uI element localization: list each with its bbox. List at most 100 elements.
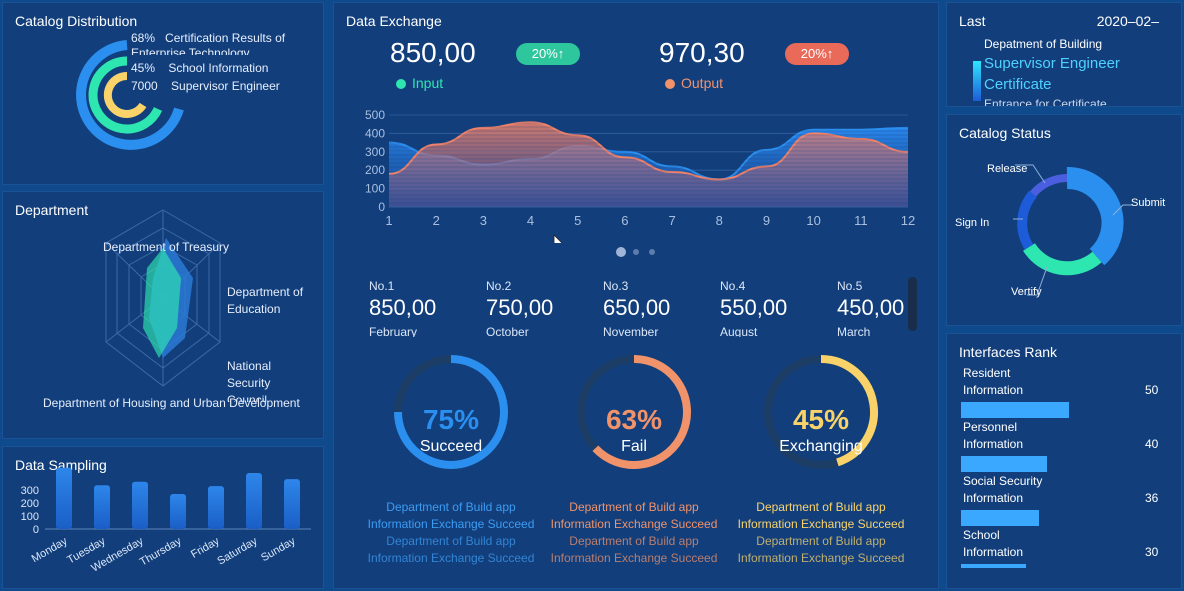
data-sampling-panel: Data Sampling 300 200 100 0 Monday Tuesday Wed…	[2, 446, 324, 589]
exchange-y-tick: 200	[365, 163, 385, 177]
radar-series-green	[143, 248, 181, 358]
donut-release	[1029, 174, 1068, 197]
exchange-y-tick: 0	[378, 200, 385, 214]
rank-bar[interactable]	[961, 510, 1039, 526]
data-exchange-title: Data Exchange	[346, 13, 442, 29]
log-line: Information Exchange Succeed	[737, 517, 905, 531]
last-entrance: Entrance for Certificate	[984, 97, 1107, 107]
rank-name-line1: Social Security	[963, 474, 1043, 488]
status-label-submit: Submit	[1131, 197, 1166, 209]
last-highlight-2: Certificate	[984, 76, 1052, 93]
log-line: Information Exchange Succeed	[367, 517, 535, 531]
exchange-x-tick: 11	[854, 213, 868, 228]
sampling-bar-thursday[interactable]	[170, 494, 186, 529]
rank-item-2[interactable]: No.2 750,00 October	[486, 279, 586, 337]
log-line: Department of Build app	[569, 500, 699, 514]
rank-name-line2: Information	[963, 545, 1024, 559]
rank-value: 450,00	[837, 295, 905, 320]
gauge-percent: 63%	[605, 404, 663, 435]
gauge-exchanging: 45% Exchanging	[771, 404, 871, 456]
rank-month: November	[603, 325, 659, 337]
gauge-arc-fail	[592, 355, 691, 469]
ring-middle	[88, 56, 163, 134]
sampling-bar-tuesday[interactable]	[94, 485, 110, 529]
rank-bar[interactable]	[961, 456, 1047, 472]
gauge-label: Exchanging	[779, 438, 863, 455]
log-line: Department of Build app	[386, 534, 516, 548]
output-legend: Output	[665, 75, 723, 91]
data-sampling-title: Data Sampling	[15, 457, 107, 473]
rank-no: No.3	[603, 279, 629, 293]
rank-month: August	[720, 325, 758, 337]
exchange-y-tick: 300	[365, 145, 385, 159]
department-radar-chart	[105, 209, 221, 387]
rank-bar[interactable]	[961, 402, 1069, 418]
log-line: Department of Build app	[569, 534, 699, 548]
catalog-distribution-panel: Catalog Distribution 68% Certification R…	[2, 2, 324, 185]
rank-name-line2: Information	[963, 383, 1024, 397]
catalog-item-2-value: 45%	[131, 61, 156, 75]
sampling-bar-monday[interactable]	[56, 467, 72, 529]
rank-value: 30	[1145, 545, 1159, 559]
rank-month: October	[486, 325, 529, 337]
radar-label-treasury: Department of Treasury	[103, 240, 230, 254]
output-badge: 20%↑	[785, 43, 849, 65]
input-badge: 20%↑	[516, 43, 580, 65]
exchange-y-tick: 100	[365, 182, 385, 196]
radar-label-housing: Department of Housing and Urban Developm…	[43, 396, 300, 410]
sampling-bar-sunday[interactable]	[284, 479, 300, 529]
rank-value: 550,00	[720, 295, 788, 320]
sampling-x-label: Saturday	[215, 535, 260, 568]
ring-outer	[76, 40, 184, 150]
status-label-vertify: Vertify	[1011, 286, 1042, 298]
sampling-y-tick: 300	[21, 485, 39, 497]
gauge-succeed: 75% Succeed	[401, 404, 501, 456]
rank-item-4[interactable]: No.4 550,00 August	[720, 279, 820, 337]
ring-inner	[103, 71, 147, 118]
exchange-x-tick: 1	[385, 213, 392, 228]
gauge-arc-exchanging	[820, 355, 878, 467]
sampling-bar-friday[interactable]	[208, 486, 224, 529]
log-line: Information Exchange Succeed	[737, 551, 905, 565]
exchange-x-tick: 9	[763, 213, 770, 228]
rank-value: 40	[1145, 437, 1159, 451]
series-output-line[interactable]	[388, 121, 909, 181]
gauge-arc-succeed	[394, 355, 508, 469]
donut-vertify	[1023, 243, 1102, 276]
rank-no: No.2	[486, 279, 512, 293]
exchange-y-tick: 400	[365, 126, 385, 140]
sampling-bar-saturday[interactable]	[246, 473, 262, 529]
input-legend-label: Input	[412, 75, 444, 91]
pager-dot-2[interactable]	[633, 249, 639, 255]
log-line: Department of Build app	[756, 500, 886, 514]
ranks-scrollbar[interactable]	[908, 277, 917, 331]
gauge-label: Succeed	[419, 438, 483, 455]
catalog-status-donut	[1013, 164, 1133, 296]
rank-value: 850,00	[369, 295, 437, 320]
interfaces-rank-panel: Interfaces Rank Resident Information 50 Per…	[946, 333, 1182, 589]
pager-dot-3[interactable]	[649, 249, 655, 255]
gauge-percent: 45%	[792, 404, 850, 435]
sampling-bar-wednesday[interactable]	[132, 481, 148, 529]
rank-value: 50	[1145, 383, 1159, 397]
rank-no: No.1	[369, 279, 395, 293]
donut-sign-in	[1017, 190, 1037, 250]
rank-name-line2: Information	[963, 491, 1024, 505]
rank-no: No.5	[837, 279, 863, 293]
last-highlight-1: Supervisor Engineer	[984, 55, 1120, 72]
rank-bar[interactable]	[961, 564, 1026, 568]
sampling-x-label: Sunday	[259, 535, 298, 564]
rank-name-line1: Personnel	[963, 420, 1018, 434]
log-line: Information Exchange Succeed	[550, 551, 718, 565]
rank-value: 36	[1145, 491, 1159, 505]
rank-item-5[interactable]: No.5 450,00 March	[837, 279, 937, 337]
rank-item-1[interactable]: No.1 850,00 February	[369, 279, 469, 337]
sampling-y-tick: 100	[21, 511, 39, 523]
pager-dot-1[interactable]	[616, 247, 626, 257]
rank-item-3[interactable]: No.3 650,00 November	[603, 279, 703, 337]
exchange-x-tick: 8	[716, 213, 723, 228]
input-legend: Input	[396, 75, 443, 91]
interfaces-rank-title: Interfaces Rank	[959, 344, 1058, 360]
input-value: 850,00	[390, 37, 476, 68]
